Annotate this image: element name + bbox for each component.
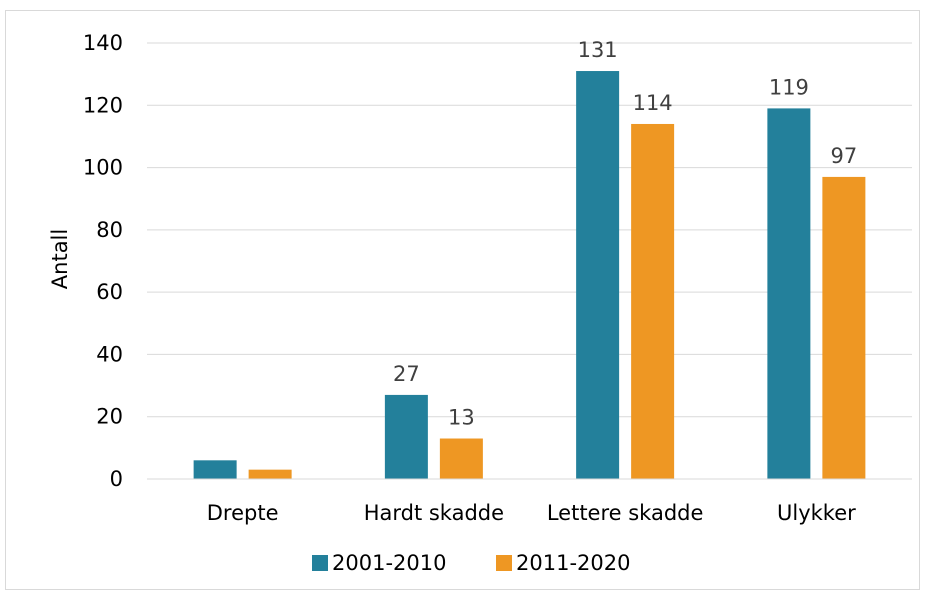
- data-label: 13: [448, 406, 475, 430]
- x-category-label: Drepte: [207, 501, 279, 525]
- data-label: 119: [769, 75, 809, 99]
- axes: 0 20 40 60 80 100 120 140 Drepte Hardt skadde Lett…: [83, 31, 912, 525]
- data-label: 97: [831, 144, 858, 168]
- y-tick-label: 60: [96, 280, 123, 304]
- legend-label: 2011-2020: [516, 551, 630, 575]
- data-label: 27: [393, 362, 420, 386]
- bars: [193, 71, 866, 480]
- bar-series2: [822, 176, 866, 479]
- chart-frame: [5, 10, 920, 590]
- data-label: 131: [578, 38, 618, 62]
- bar-series2: [439, 438, 483, 479]
- y-tick-label: 80: [96, 218, 123, 242]
- legend-swatch: [496, 555, 512, 571]
- legend: 2001-2010 2011-2020: [312, 551, 630, 575]
- y-tick-label: 140: [83, 31, 123, 55]
- bar-series1: [193, 460, 237, 479]
- x-category-label: Lettere skadde: [547, 501, 704, 525]
- x-category-label: Ulykker: [777, 501, 856, 525]
- y-tick-label: 100: [83, 156, 123, 180]
- bar-series2: [248, 469, 292, 479]
- y-tick-label: 120: [83, 93, 123, 117]
- data-label: 114: [633, 91, 673, 115]
- bar-series2: [631, 123, 675, 479]
- data-labels: 27 13 131 114 119 97: [393, 38, 857, 429]
- y-tick-label: 20: [96, 405, 123, 429]
- x-category-label: Hardt skadde: [364, 501, 504, 525]
- y-axis-title: Antall: [48, 229, 72, 289]
- legend-swatch: [312, 555, 328, 571]
- y-tick-label: 0: [110, 467, 123, 491]
- legend-label: 2001-2010: [332, 551, 446, 575]
- bar-series1: [767, 108, 811, 480]
- y-tick-label: 40: [96, 342, 123, 366]
- bar-series1: [384, 394, 428, 479]
- bar-series1: [576, 71, 620, 480]
